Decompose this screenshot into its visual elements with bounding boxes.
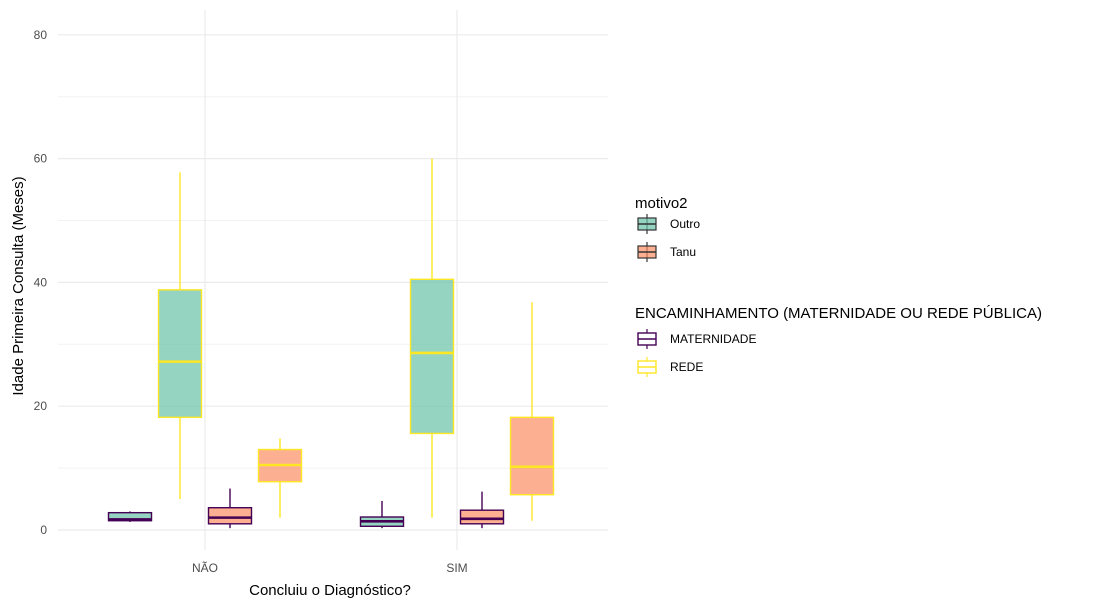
box-não-tanu-maternidade [207,488,253,529]
box-sim-tanu-rede [509,302,555,521]
legend-label-outro: Outro [670,217,700,231]
y-tick-label: 0 [40,523,47,537]
y-tick-label: 60 [34,152,48,166]
y-tick-label: 40 [34,275,48,289]
box-sim-outro-rede [409,158,455,518]
legend-encaminhamento-title: ENCAMINHAMENTO (MATERNIDADE OU REDE PÚBL… [635,305,1042,322]
legend-key-outro [637,214,657,234]
legend-key-maternidade [637,329,657,349]
legend-motivo2-title: motivo2 [635,195,688,212]
boxes [107,158,555,529]
box-não-outro-rede [157,172,203,500]
box-não-outro-maternidade [107,511,153,522]
box-não-tanu-rede [257,438,303,518]
y-axis-title: Idade Primeira Consulta (Meses) [10,176,27,395]
legend-key-rede [637,357,657,377]
legend-label-tanu: Tanu [670,245,696,259]
legend-label-maternidade: MATERNIDADE [670,332,756,346]
y-tick-label: 80 [34,28,48,42]
box-iqr [409,278,455,435]
box-sim-outro-maternidade [359,500,405,529]
box-iqr [207,507,253,525]
box-iqr [509,416,555,496]
box-iqr [157,289,203,419]
x-tick-label: SIM [446,561,467,575]
x-axis-title: Concluiu o Diagnóstico? [249,582,411,599]
grid [58,10,608,550]
legend-encaminhamento: ENCAMINHAMENTO (MATERNIDADE OU REDE PÚBL… [635,305,1042,377]
box-iqr [459,509,505,525]
legend-label-rede: REDE [670,360,703,374]
legend-key-tanu [637,242,657,262]
axes: 0 20 40 60 80 NÃO SIM [34,28,468,575]
legend-motivo2: motivo2 Outro Tanu [635,195,700,262]
x-tick-label: NÃO [192,561,218,575]
y-tick-label: 20 [34,399,48,413]
box-sim-tanu-maternidade [459,491,505,529]
